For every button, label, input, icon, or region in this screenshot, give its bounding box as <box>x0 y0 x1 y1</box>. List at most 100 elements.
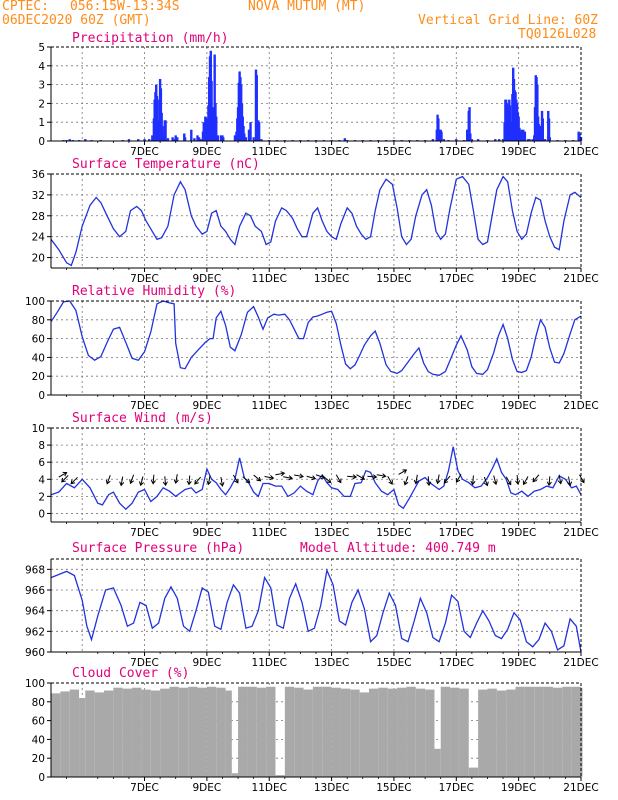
wind-arrow-shaft <box>347 475 357 478</box>
y-tick-label: 80 <box>32 315 45 327</box>
wind-arrow-shaft <box>398 469 407 475</box>
wind-arrow <box>264 475 275 481</box>
x-tick-label: 9DEC <box>193 400 222 412</box>
wind-arrow <box>347 474 358 480</box>
x-tick-label: 11DEC <box>252 657 287 669</box>
cloud-bar <box>113 687 123 777</box>
wind-arrow <box>356 474 366 480</box>
y-tick-label: 100 <box>25 296 45 308</box>
x-tick-label: 17DEC <box>439 657 474 669</box>
precip-bar <box>437 129 441 141</box>
cloud-bar <box>331 687 341 777</box>
wind-arrow-head <box>557 479 563 485</box>
wind-arrow-shaft <box>242 476 250 483</box>
wind-arrow <box>403 476 409 486</box>
cloud-bar <box>534 686 544 777</box>
x-tick-label: 7DEC <box>130 400 159 412</box>
precip-bar <box>190 129 193 141</box>
precip-bar <box>148 139 151 141</box>
wind-arrow <box>194 476 202 485</box>
panel-title-temp: Surface Temperature (nC) <box>72 157 260 172</box>
precip-bar <box>161 125 164 141</box>
x-tick-label: 17DEC <box>439 273 474 285</box>
wind-arrow <box>579 474 585 484</box>
wind-arrow <box>376 473 387 479</box>
cloud-bar <box>150 690 161 777</box>
cloud-bar <box>197 687 207 777</box>
cloud-bar <box>581 687 583 777</box>
cloud-bar <box>434 748 441 777</box>
wind-arrow <box>335 474 342 484</box>
rh-line <box>50 300 582 376</box>
wind-arrow <box>455 473 462 483</box>
cloud-bar <box>524 686 535 777</box>
wind-arrow-head <box>280 471 286 477</box>
cloud-bar <box>132 687 142 777</box>
cloud-bar <box>322 686 332 777</box>
precip-bar <box>523 131 527 141</box>
cloud-bar <box>340 688 351 777</box>
wind-arrow <box>105 475 111 485</box>
y-tick-label: 20 <box>32 253 45 265</box>
wind-arrow-head <box>360 475 366 480</box>
x-tick-label: 13DEC <box>314 146 349 158</box>
x-tick-label: 19DEC <box>501 146 536 158</box>
wind-arrow <box>426 476 432 487</box>
wind-arrow-head <box>162 481 168 487</box>
wind-arrow-shaft <box>58 472 67 478</box>
wind-arrow-shaft <box>120 476 124 486</box>
cloud-bar <box>359 692 369 777</box>
wind-arrow <box>483 476 489 487</box>
precip-bar <box>508 105 512 141</box>
wind-arrow-shaft <box>404 476 409 485</box>
x-tick-label: 15DEC <box>376 782 411 794</box>
header-coords: 056:15W-13:34S <box>70 0 180 14</box>
wind-arrow-shaft <box>283 476 293 479</box>
precip-bar <box>468 107 471 141</box>
wind-arrow <box>219 476 225 487</box>
wind-arrow <box>367 474 378 480</box>
wind-arrow-head <box>129 479 135 485</box>
y-tick-label: 24 <box>32 232 46 244</box>
precip-bar <box>442 139 446 141</box>
y-tick-label: 968 <box>25 564 45 576</box>
wind-arrow <box>138 476 144 487</box>
cloud-bar <box>141 689 151 777</box>
precip-bar <box>548 137 552 141</box>
y-tick-label: 4 <box>38 474 45 486</box>
y-tick-label: 0 <box>38 772 45 784</box>
wind-arrow-shaft <box>188 475 191 485</box>
panel-cloud: 0 20 40 60 80 100 7DEC 9DEC 11DEC 13DEC 15DEC 17DEC… <box>25 666 599 794</box>
wind-arrow-shaft <box>493 475 497 485</box>
panel-title-pressure: Surface Pressure (hPa) <box>72 541 244 556</box>
wind-arrow-shaft <box>220 476 223 487</box>
wind-arrow-head <box>70 479 76 485</box>
x-tick-label: 17DEC <box>439 782 474 794</box>
precip-bar <box>470 139 474 141</box>
wind-arrow <box>253 474 262 482</box>
wind-arrow-head <box>352 474 358 480</box>
wind-arrow-shaft <box>376 474 386 477</box>
panel-pressure: 960 962 964 966 968 7DEC 9DEC 11DEC 13DEC 15DEC 17… <box>25 541 599 669</box>
wind-arrow-head <box>173 479 179 485</box>
wind-arrow-shaft <box>415 474 418 484</box>
wind-arrow-shaft <box>61 475 69 483</box>
cloud-bar <box>459 688 469 777</box>
wind-arrow-shaft <box>505 476 512 485</box>
x-tick-label: 21DEC <box>563 146 598 158</box>
wind-arrow-head <box>372 474 378 480</box>
cloud-bar <box>60 691 70 777</box>
panel-wind: 0 2 4 6 8 10 7DEC 9DEC 11DEC 13DEC 15DEC 17DEC 19DEC… <box>32 411 599 539</box>
wind-arrow <box>443 475 451 484</box>
cloud-bar <box>571 686 581 777</box>
x-tick-label: 13DEC <box>314 527 349 539</box>
wind-arrow-head <box>580 478 585 484</box>
wind-arrow-shaft <box>437 474 440 484</box>
precip-bar <box>183 133 186 141</box>
wind-arrow <box>492 475 498 486</box>
precip-bar <box>476 139 480 141</box>
wind-arrow-head <box>206 480 212 486</box>
panel-rh: 0 20 40 60 80 100 7DEC 9DEC 11DEC 13DEC 15DEC 17DEC… <box>25 284 599 412</box>
wind-arrow-head <box>381 473 387 479</box>
wind-arrow-head <box>336 478 342 484</box>
